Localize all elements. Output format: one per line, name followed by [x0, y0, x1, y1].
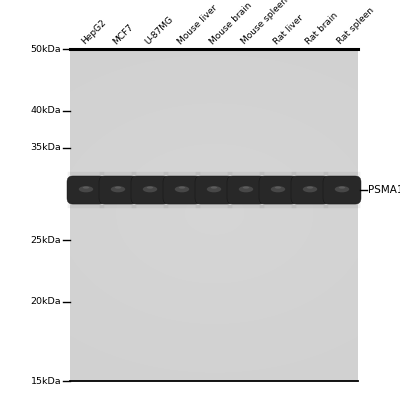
Bar: [70, 49, 358, 381]
FancyBboxPatch shape: [262, 176, 294, 204]
Text: Mouse brain: Mouse brain: [208, 0, 253, 46]
FancyBboxPatch shape: [227, 176, 265, 204]
Text: Rat spleen: Rat spleen: [336, 6, 376, 46]
FancyBboxPatch shape: [200, 179, 228, 201]
Ellipse shape: [339, 186, 345, 189]
FancyBboxPatch shape: [67, 176, 105, 204]
FancyBboxPatch shape: [131, 176, 169, 204]
FancyBboxPatch shape: [328, 179, 356, 201]
Ellipse shape: [211, 186, 217, 189]
Ellipse shape: [271, 186, 285, 192]
FancyBboxPatch shape: [228, 172, 264, 208]
Text: PSMA1: PSMA1: [368, 185, 400, 195]
FancyBboxPatch shape: [195, 176, 233, 204]
FancyBboxPatch shape: [264, 179, 292, 201]
FancyBboxPatch shape: [104, 179, 132, 201]
FancyBboxPatch shape: [134, 176, 166, 204]
FancyBboxPatch shape: [136, 179, 164, 201]
Ellipse shape: [147, 186, 153, 189]
Text: Rat brain: Rat brain: [304, 10, 339, 46]
Ellipse shape: [239, 186, 253, 192]
Text: 15kDa: 15kDa: [30, 377, 61, 386]
FancyBboxPatch shape: [291, 176, 329, 204]
FancyBboxPatch shape: [166, 176, 198, 204]
Text: U-87MG: U-87MG: [144, 14, 176, 46]
FancyBboxPatch shape: [324, 172, 360, 208]
FancyBboxPatch shape: [132, 172, 168, 208]
Ellipse shape: [83, 186, 89, 189]
Text: Mouse liver: Mouse liver: [176, 3, 219, 46]
Text: 25kDa: 25kDa: [30, 236, 61, 245]
FancyBboxPatch shape: [296, 179, 324, 201]
FancyBboxPatch shape: [198, 176, 230, 204]
Text: Mouse spleen: Mouse spleen: [240, 0, 290, 46]
Ellipse shape: [111, 186, 125, 192]
Ellipse shape: [175, 186, 189, 192]
Ellipse shape: [115, 186, 121, 189]
FancyBboxPatch shape: [72, 179, 100, 201]
FancyBboxPatch shape: [163, 176, 201, 204]
FancyBboxPatch shape: [196, 172, 232, 208]
Text: 35kDa: 35kDa: [30, 143, 61, 152]
Ellipse shape: [179, 186, 185, 189]
FancyBboxPatch shape: [100, 172, 136, 208]
Text: 20kDa: 20kDa: [30, 298, 61, 307]
Ellipse shape: [307, 186, 313, 189]
FancyBboxPatch shape: [99, 176, 137, 204]
FancyBboxPatch shape: [102, 176, 134, 204]
FancyBboxPatch shape: [230, 176, 262, 204]
Ellipse shape: [303, 186, 317, 192]
FancyBboxPatch shape: [294, 176, 326, 204]
FancyBboxPatch shape: [323, 176, 361, 204]
FancyBboxPatch shape: [168, 179, 196, 201]
Ellipse shape: [243, 186, 249, 189]
FancyBboxPatch shape: [68, 172, 104, 208]
FancyBboxPatch shape: [326, 176, 358, 204]
Ellipse shape: [207, 186, 221, 192]
Text: Rat liver: Rat liver: [272, 13, 305, 46]
FancyBboxPatch shape: [260, 172, 296, 208]
FancyBboxPatch shape: [232, 179, 260, 201]
Ellipse shape: [143, 186, 157, 192]
FancyBboxPatch shape: [259, 176, 297, 204]
FancyBboxPatch shape: [292, 172, 328, 208]
Text: MCF7: MCF7: [112, 22, 136, 46]
Ellipse shape: [79, 186, 93, 192]
Ellipse shape: [335, 186, 349, 192]
FancyBboxPatch shape: [164, 172, 200, 208]
Ellipse shape: [275, 186, 281, 189]
FancyBboxPatch shape: [70, 176, 102, 204]
Text: 40kDa: 40kDa: [30, 106, 61, 115]
Text: HepG2: HepG2: [80, 18, 108, 46]
Text: 50kDa: 50kDa: [30, 45, 61, 53]
